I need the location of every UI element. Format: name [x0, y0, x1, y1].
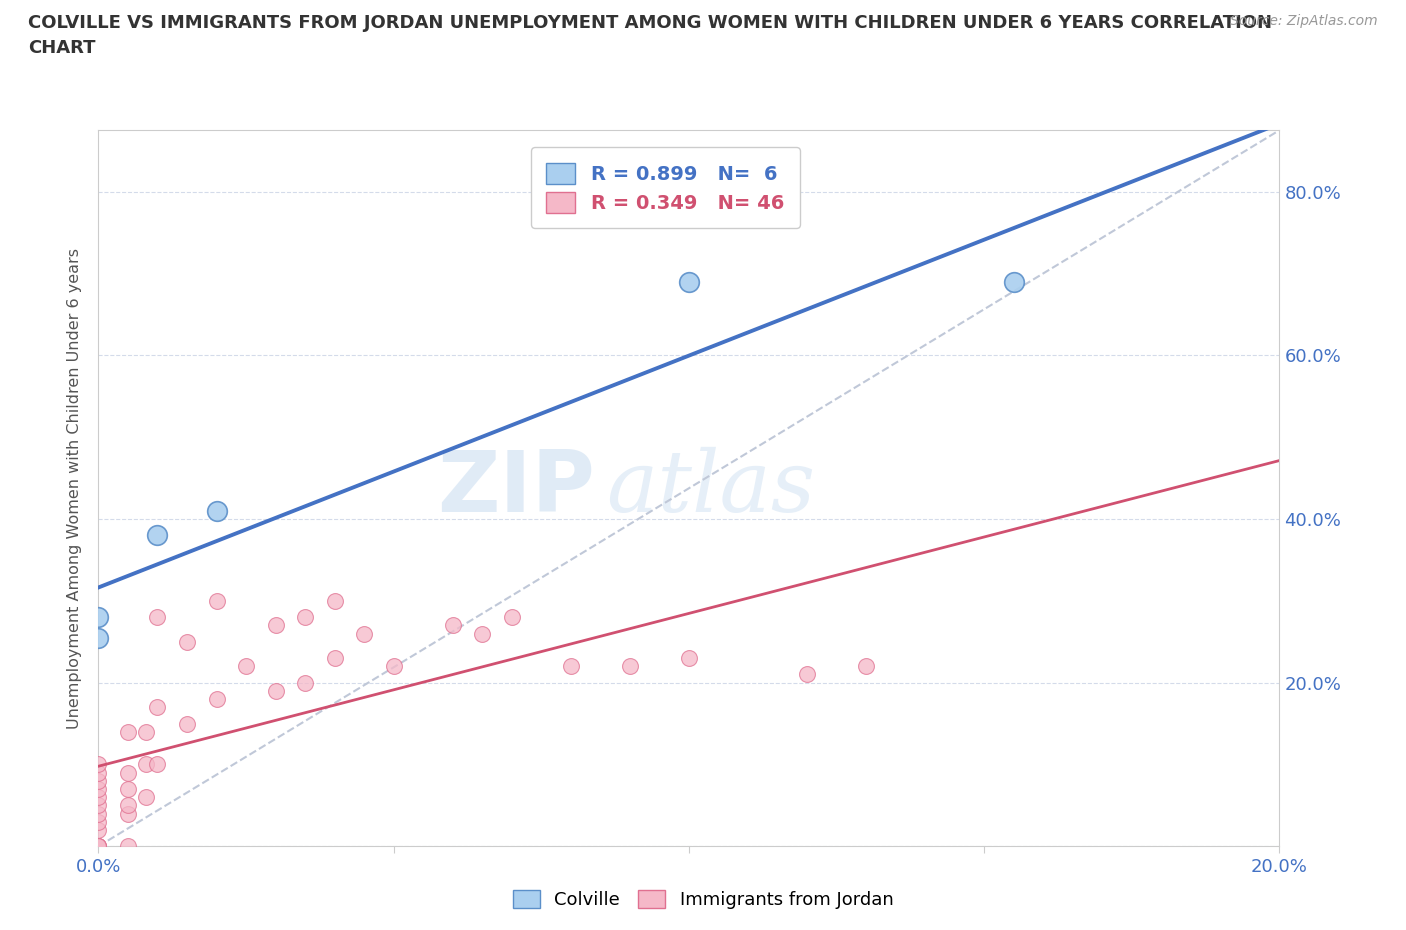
Point — [87, 798, 110, 813]
Point — [87, 757, 110, 772]
Point — [146, 757, 169, 772]
Point — [135, 757, 157, 772]
Text: COLVILLE VS IMMIGRANTS FROM JORDAN UNEMPLOYMENT AMONG WOMEN WITH CHILDREN UNDER : COLVILLE VS IMMIGRANTS FROM JORDAN UNEMP… — [28, 14, 1272, 32]
Point — [87, 610, 110, 625]
Point — [264, 618, 287, 632]
Point — [87, 774, 110, 789]
Point — [87, 839, 110, 854]
Point — [796, 667, 818, 682]
Point — [235, 658, 257, 673]
Text: Source: ZipAtlas.com: Source: ZipAtlas.com — [1230, 14, 1378, 28]
Point — [146, 699, 169, 714]
Point — [294, 675, 316, 690]
Point — [323, 651, 346, 666]
Point — [855, 658, 877, 673]
Point — [501, 610, 523, 625]
Point — [441, 618, 464, 632]
Point — [117, 806, 139, 821]
Point — [323, 593, 346, 608]
Point — [146, 610, 169, 625]
Point — [146, 528, 169, 543]
Point — [87, 631, 110, 645]
Point — [619, 658, 641, 673]
Point — [205, 692, 228, 707]
Point — [678, 274, 700, 289]
Text: atlas: atlas — [606, 447, 815, 529]
Point — [205, 593, 228, 608]
Point — [87, 781, 110, 796]
Point — [87, 839, 110, 854]
Point — [176, 716, 198, 731]
Point — [382, 658, 405, 673]
Point — [87, 839, 110, 854]
Point — [135, 790, 157, 804]
Legend: Colville, Immigrants from Jordan: Colville, Immigrants from Jordan — [506, 883, 900, 916]
Point — [117, 781, 139, 796]
Point — [353, 626, 375, 641]
Point — [117, 798, 139, 813]
Point — [87, 765, 110, 780]
Point — [471, 626, 494, 641]
Point — [87, 839, 110, 854]
Point — [560, 658, 582, 673]
Point — [205, 503, 228, 518]
Point — [87, 815, 110, 830]
Text: CHART: CHART — [28, 39, 96, 57]
Point — [176, 634, 198, 649]
Point — [87, 806, 110, 821]
Y-axis label: Unemployment Among Women with Children Under 6 years: Unemployment Among Women with Children U… — [67, 247, 83, 729]
Point — [87, 790, 110, 804]
Point — [87, 822, 110, 837]
Point — [135, 724, 157, 739]
Point — [264, 684, 287, 698]
Legend: R = 0.899   N=  6, R = 0.349   N= 46: R = 0.899 N= 6, R = 0.349 N= 46 — [530, 147, 800, 229]
Point — [117, 839, 139, 854]
Point — [117, 724, 139, 739]
Text: ZIP: ZIP — [437, 446, 595, 530]
Point — [117, 765, 139, 780]
Point — [678, 651, 700, 666]
Point — [1002, 274, 1025, 289]
Point — [294, 610, 316, 625]
